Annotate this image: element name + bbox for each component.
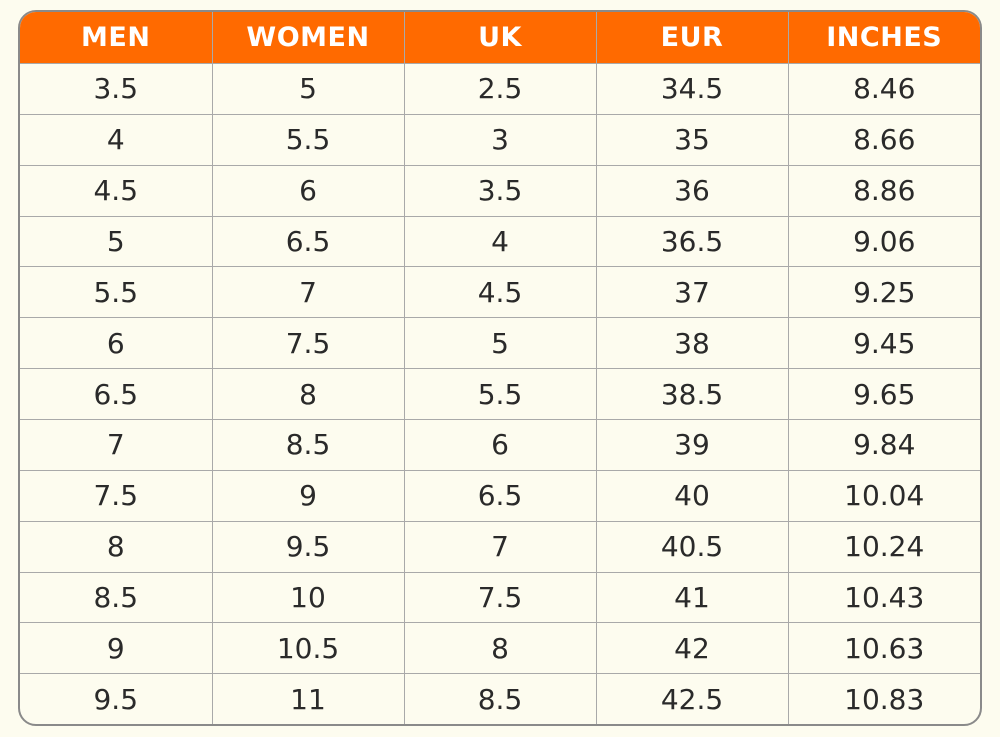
cell-women: 8.5 — [212, 419, 405, 471]
header-women: WOMEN — [212, 12, 405, 64]
cell-men: 7.5 — [20, 469, 213, 522]
cell-inches: 8.46 — [788, 63, 980, 115]
header-men: MEN — [20, 12, 213, 64]
table-row: 4.5 6 3.5 36 8.86 — [20, 164, 980, 217]
cell-women: 7.5 — [212, 317, 405, 369]
cell-eur: 42 — [596, 622, 789, 674]
table-row: 9.5 11 8.5 42.5 10.83 — [20, 673, 980, 724]
cell-eur: 38 — [596, 317, 789, 369]
cell-eur: 39 — [596, 419, 789, 471]
cell-eur: 42.5 — [596, 673, 789, 724]
cell-inches: 9.65 — [788, 368, 980, 420]
cell-uk: 7.5 — [404, 571, 597, 623]
cell-uk: 3 — [404, 113, 597, 166]
cell-uk: 8.5 — [404, 673, 597, 724]
cell-inches: 10.24 — [788, 520, 980, 573]
cell-inches: 9.45 — [788, 317, 980, 369]
cell-uk: 4.5 — [404, 266, 597, 318]
table-row: 8 9.5 7 40.5 10.24 — [20, 520, 980, 573]
cell-women: 5.5 — [212, 113, 405, 166]
cell-men: 3.5 — [20, 63, 213, 115]
cell-men: 6.5 — [20, 368, 213, 420]
cell-uk: 3.5 — [404, 164, 597, 217]
cell-men: 6 — [20, 317, 213, 369]
cell-women: 8 — [212, 368, 405, 420]
cell-uk: 4 — [404, 215, 597, 267]
cell-women: 11 — [212, 673, 405, 724]
cell-women: 9.5 — [212, 520, 405, 573]
cell-inches: 10.04 — [788, 469, 980, 522]
table-row: 8.5 10 7.5 41 10.43 — [20, 571, 980, 623]
cell-men: 8.5 — [20, 571, 213, 623]
cell-inches: 9.84 — [788, 419, 980, 471]
cell-inches: 10.63 — [788, 622, 980, 674]
cell-women: 7 — [212, 266, 405, 318]
cell-inches: 9.06 — [788, 215, 980, 267]
header-uk: UK — [404, 12, 597, 64]
table-body: 3.5 5 2.5 34.5 8.46 4 5.5 3 35 8.66 4.5 6 3.5 36 8.86 5… — [20, 63, 980, 724]
header-eur: EUR — [596, 12, 789, 64]
cell-men: 4.5 — [20, 164, 213, 217]
cell-women: 9 — [212, 469, 405, 522]
cell-inches: 10.43 — [788, 571, 980, 623]
cell-men: 9.5 — [20, 673, 213, 724]
cell-men: 5.5 — [20, 266, 213, 318]
header-row: MEN WOMEN UK EUR INCHES — [20, 12, 980, 64]
table-row: 9 10.5 8 42 10.63 — [20, 622, 980, 674]
cell-men: 4 — [20, 113, 213, 166]
cell-eur: 40.5 — [596, 520, 789, 573]
cell-eur: 40 — [596, 469, 789, 522]
cell-uk: 7 — [404, 520, 597, 573]
cell-uk: 5.5 — [404, 368, 597, 420]
cell-inches: 9.25 — [788, 266, 980, 318]
cell-men: 7 — [20, 419, 213, 471]
cell-eur: 36 — [596, 164, 789, 217]
table-row: 5.5 7 4.5 37 9.25 — [20, 266, 980, 318]
table-row: 5 6.5 4 36.5 9.06 — [20, 215, 980, 267]
cell-eur: 35 — [596, 113, 789, 166]
table-row: 7 8.5 6 39 9.84 — [20, 419, 980, 471]
cell-women: 6.5 — [212, 215, 405, 267]
cell-eur: 41 — [596, 571, 789, 623]
cell-uk: 8 — [404, 622, 597, 674]
cell-women: 10.5 — [212, 622, 405, 674]
cell-women: 5 — [212, 63, 405, 115]
cell-eur: 34.5 — [596, 63, 789, 115]
cell-uk: 5 — [404, 317, 597, 369]
cell-uk: 2.5 — [404, 63, 597, 115]
cell-women: 10 — [212, 571, 405, 623]
cell-eur: 38.5 — [596, 368, 789, 420]
table-row: 6.5 8 5.5 38.5 9.65 — [20, 368, 980, 420]
cell-inches: 10.83 — [788, 673, 980, 724]
table-row: 6 7.5 5 38 9.45 — [20, 317, 980, 369]
size-table: MEN WOMEN UK EUR INCHES 3.5 5 2.5 34.5 8.46 4… — [20, 12, 980, 724]
cell-men: 8 — [20, 520, 213, 573]
table-row: 7.5 9 6.5 40 10.04 — [20, 469, 980, 522]
cell-women: 6 — [212, 164, 405, 217]
table-header: MEN WOMEN UK EUR INCHES — [20, 12, 980, 64]
cell-men: 9 — [20, 622, 213, 674]
cell-inches: 8.66 — [788, 113, 980, 166]
cell-inches: 8.86 — [788, 164, 980, 217]
cell-eur: 37 — [596, 266, 789, 318]
table-row: 3.5 5 2.5 34.5 8.46 — [20, 63, 980, 115]
cell-uk: 6.5 — [404, 469, 597, 522]
cell-uk: 6 — [404, 419, 597, 471]
cell-eur: 36.5 — [596, 215, 789, 267]
table-row: 4 5.5 3 35 8.66 — [20, 113, 980, 166]
header-inches: INCHES — [788, 12, 980, 64]
size-chart: MEN WOMEN UK EUR INCHES 3.5 5 2.5 34.5 8.46 4… — [18, 10, 982, 726]
cell-men: 5 — [20, 215, 213, 267]
